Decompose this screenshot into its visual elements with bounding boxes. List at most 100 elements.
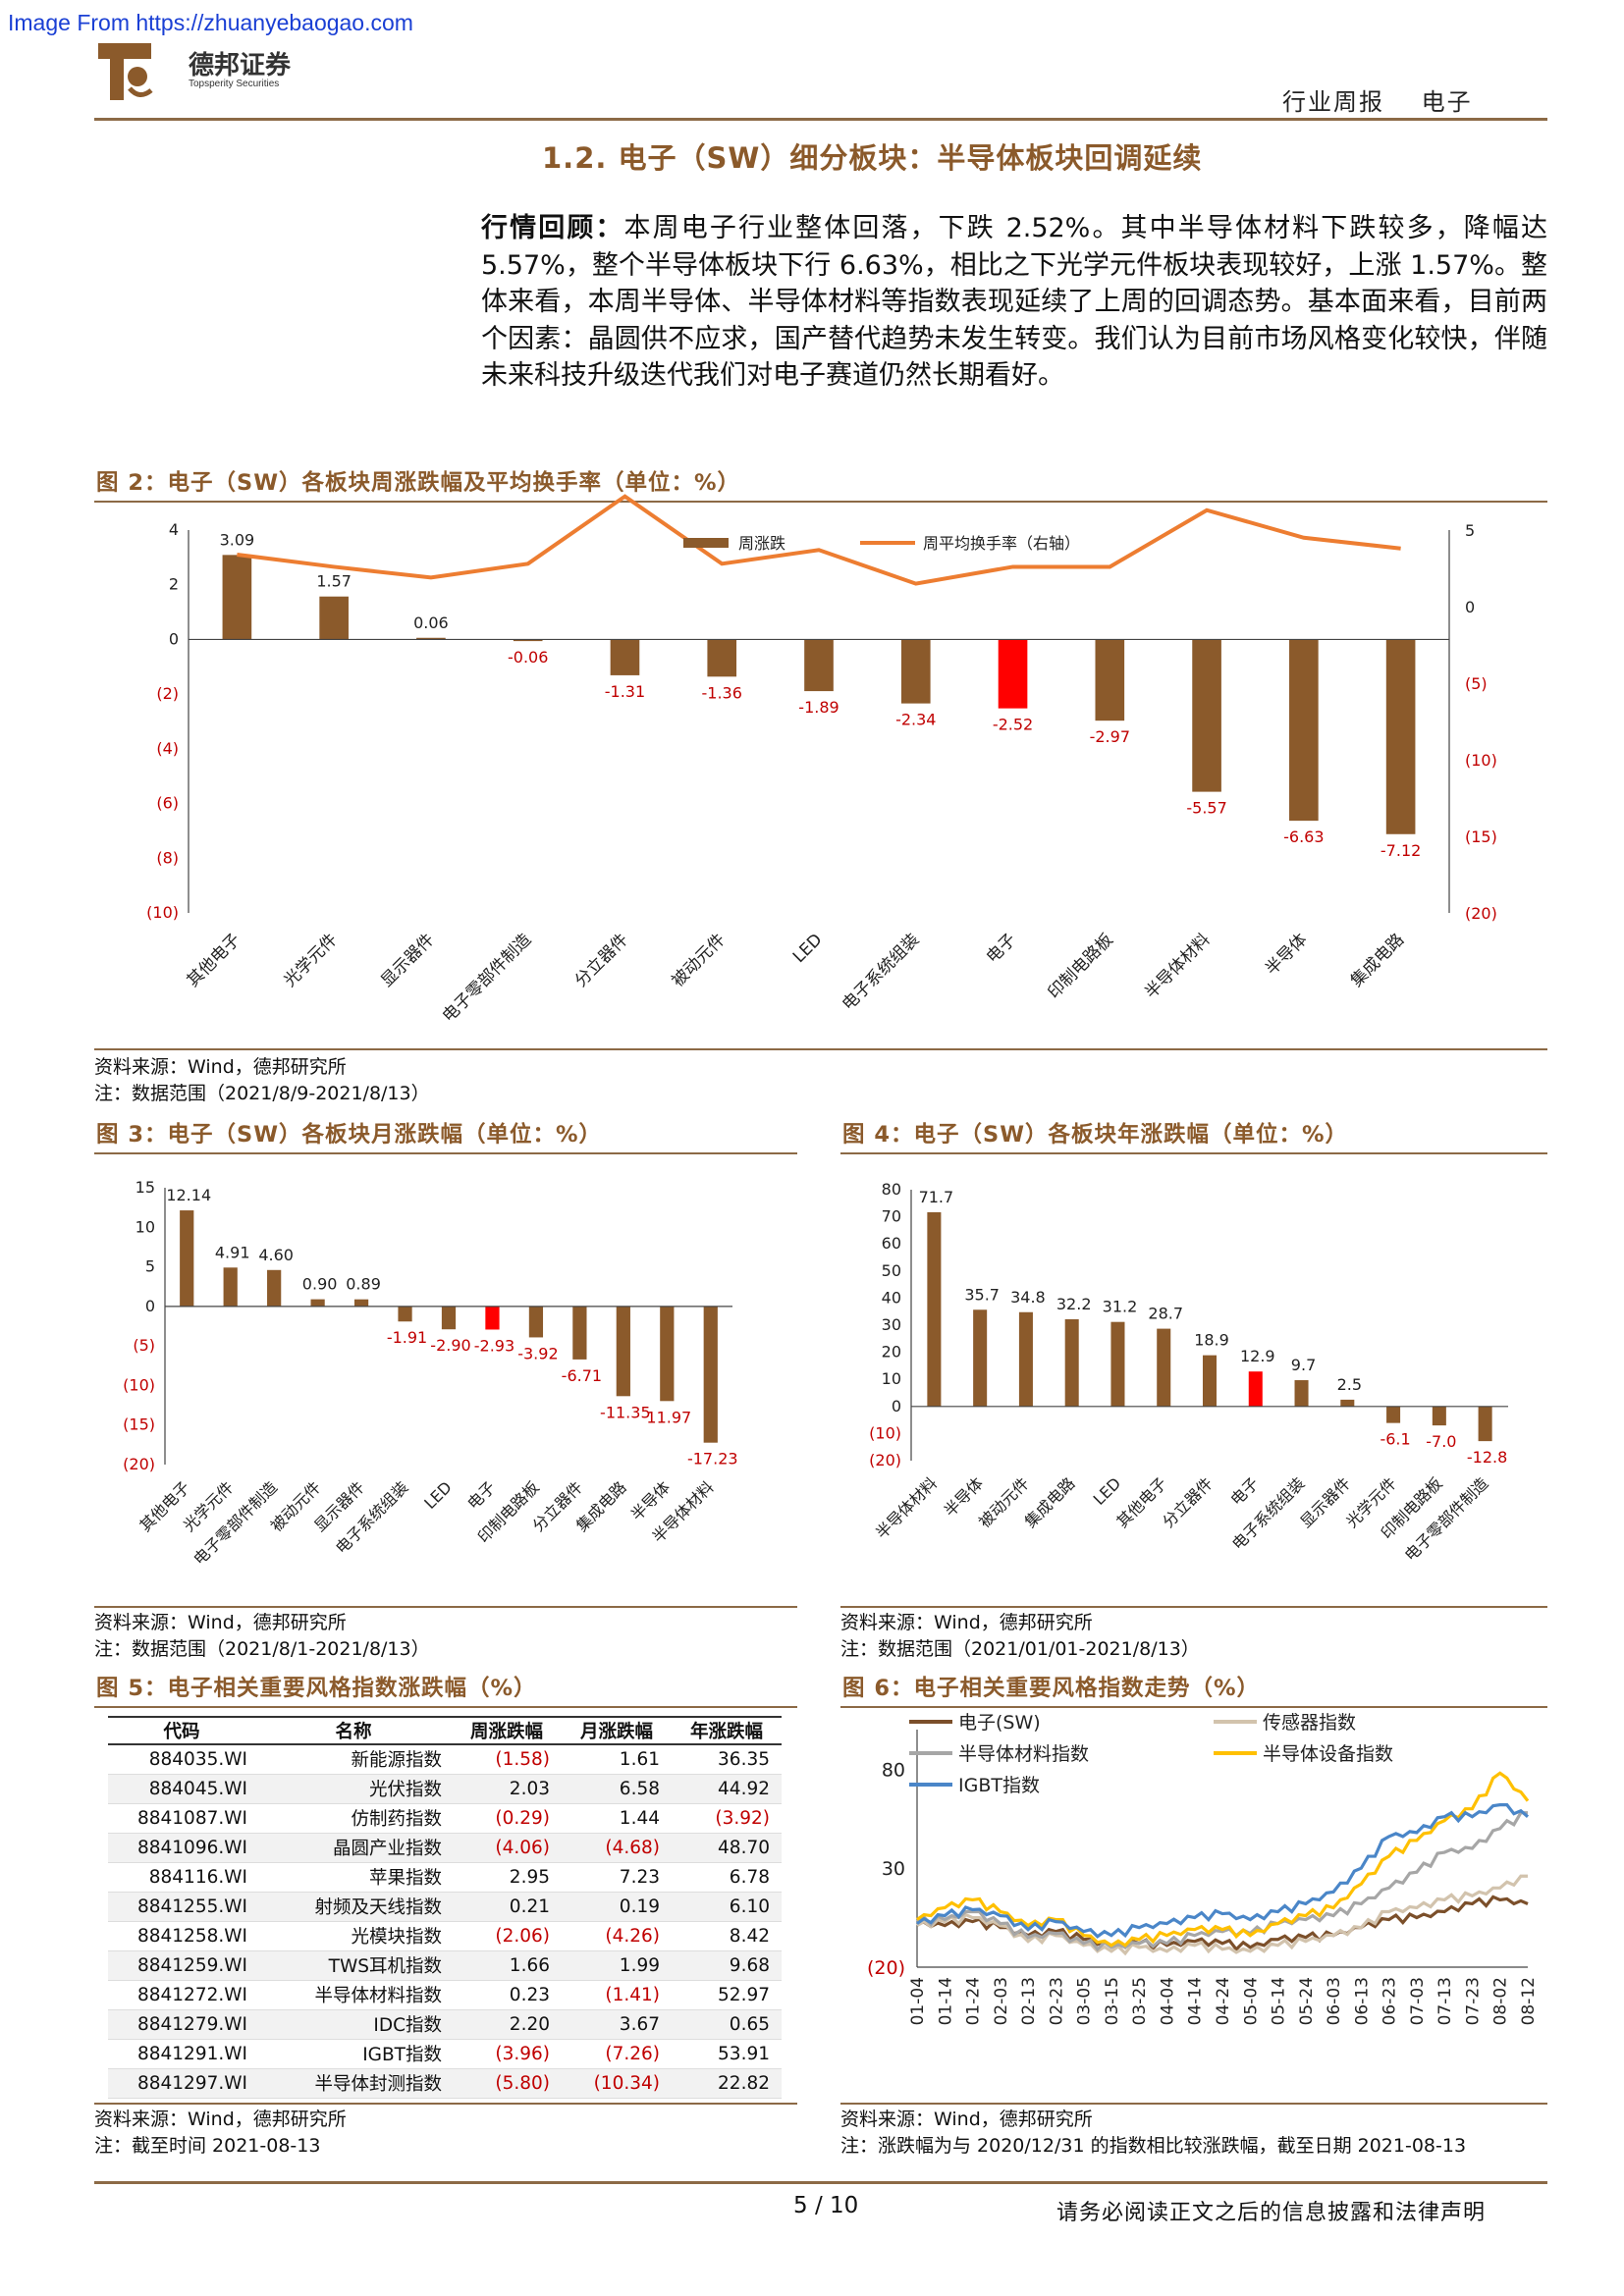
table-row: 8841258.WI 光模块指数 (2.06) (4.26) 8.42	[108, 1921, 782, 1951]
bar	[1294, 1380, 1309, 1407]
y-tick-label: (2)	[156, 684, 179, 703]
intro-lead: 行情回顾：	[481, 213, 624, 243]
fig3-svg: 151050(5)(10)(15)(20)12.14其他电子4.91光学元件4.…	[123, 1178, 737, 1569]
x-tick-label: 06-13	[1352, 1977, 1372, 2025]
y-tick-label: 30	[882, 1315, 901, 1334]
x-category-label: LED	[420, 1477, 456, 1513]
intro-paragraph: 行情回顾：本周电子行业整体回落，下跌 2.52%。其中半导体材料下跌较多，降幅达…	[481, 210, 1547, 395]
bar-value-label: -11.35	[600, 1403, 651, 1421]
cell-code: 884035.WI	[108, 1744, 255, 1775]
bar	[485, 1306, 500, 1330]
table-header-code: 代码	[108, 1716, 255, 1745]
x-category-label: 电子	[983, 930, 1020, 967]
bar	[1018, 1311, 1033, 1407]
series-line	[916, 1803, 1530, 1939]
x-tick-label: 05-24	[1297, 1977, 1317, 2025]
cell-year: 6.10	[672, 1892, 782, 1922]
cell-month: (10.34)	[562, 2068, 672, 2099]
x-tick-label: 07-03	[1408, 1977, 1428, 2025]
fig3-title: 图 3：电子（SW）各板块月涨跌幅（单位：%）	[96, 1122, 603, 1148]
fig3-chart: 15 10 5 0 (5) (10) (15) (20) 12.14 其他电子 4.91 光学元件 4.…	[94, 1156, 797, 1598]
bar	[528, 1306, 544, 1338]
y-tick-label: (8)	[156, 848, 179, 867]
bar	[804, 639, 834, 692]
bar	[441, 1306, 457, 1330]
bar-value-label: 4.60	[258, 1246, 294, 1264]
x-tick-label: 08-12	[1519, 1977, 1539, 2025]
footer-disclaimer: 请务必阅读正文之后的信息披露和法律声明	[1056, 2201, 1487, 2225]
y2-tick-label: (10)	[1465, 751, 1497, 770]
x-category-label: 电子零部件制造	[1401, 1473, 1492, 1565]
cell-year: 9.68	[672, 1950, 782, 1981]
bar-value-label: -5.57	[1186, 799, 1226, 818]
fig5-source-text: 资料来源：Wind，德邦研究所	[94, 2109, 347, 2130]
x-category-label: 被动元件	[669, 930, 730, 990]
fig5-top-rule	[94, 1706, 797, 1708]
fig5-bottom-rule	[94, 2103, 797, 2105]
cell-year: 53.91	[672, 2039, 782, 2069]
bar	[310, 1299, 325, 1307]
cell-month: 3.67	[562, 2009, 672, 2040]
fig5-title: 图 5：电子相关重要风格指数涨跌幅（%）	[96, 1676, 537, 1701]
fig4-top-rule	[840, 1152, 1547, 1154]
x-tick-label: 03-05	[1075, 1977, 1095, 2025]
report-header-tags: 行业周报 电子	[1282, 82, 1473, 117]
x-tick-label: 07-23	[1463, 1977, 1483, 2025]
bar-value-label: -1.31	[605, 682, 645, 701]
logo-cn-name: 德邦证券	[189, 51, 292, 80]
bar-value-label: -2.52	[993, 716, 1033, 734]
cell-month: 7.23	[562, 1862, 672, 1893]
y-tick-label: (15)	[123, 1415, 155, 1434]
x-tick-label: 01-14	[936, 1977, 955, 2025]
cell-month: 1.99	[562, 1950, 672, 1981]
x-category-label: 显示器件	[1296, 1473, 1354, 1531]
fig4-title: 图 4：电子（SW）各板块年涨跌幅（单位：%）	[842, 1122, 1349, 1148]
bar-value-label: -7.12	[1380, 841, 1421, 860]
bar	[998, 639, 1028, 709]
cell-name: 半导体材料指数	[255, 1980, 452, 2010]
cell-code: 8841291.WI	[108, 2039, 255, 2069]
x-tick-label: 01-04	[908, 1977, 928, 2025]
cell-code: 8841272.WI	[108, 1980, 255, 2010]
bar-value-label: -2.93	[474, 1336, 514, 1355]
fig6-note-text: 注：涨跌幅为与 2020/12/31 的指数相比较涨跌幅，截至日期 2021-0…	[840, 2135, 1467, 2157]
cell-week: 2.95	[452, 1862, 562, 1893]
bar-value-label: -2.34	[895, 711, 936, 729]
y-tick-label: 0	[169, 629, 179, 648]
cell-month: (7.26)	[562, 2039, 672, 2069]
cell-name: 射频及天线指数	[255, 1892, 452, 1922]
cell-name: 光模块指数	[255, 1921, 452, 1951]
bar-value-label: -7.0	[1426, 1432, 1456, 1451]
cell-code: 8841259.WI	[108, 1950, 255, 1981]
fig3-note-text: 注：数据范围（2021/8/1-2021/8/13）	[94, 1638, 430, 1660]
cell-code: 8841255.WI	[108, 1892, 255, 1922]
y-tick-label: 10	[135, 1217, 155, 1236]
cell-name: TWS耳机指数	[255, 1950, 452, 1981]
cell-code: 8841087.WI	[108, 1803, 255, 1834]
cell-month: (4.68)	[562, 1833, 672, 1863]
cell-week: (3.96)	[452, 2039, 562, 2069]
index-table: 代码 名称 周涨跌幅 月涨跌幅 年涨跌幅 884035.WI 新能源指数 (1.58…	[108, 1716, 782, 2099]
logo-en-name: Topsperity Securities	[189, 79, 280, 89]
y-tick-label: 70	[882, 1207, 901, 1226]
y-tick-label: (10)	[146, 903, 179, 922]
bar	[927, 1211, 942, 1407]
cell-year: 48.70	[672, 1833, 782, 1863]
cell-code: 8841096.WI	[108, 1833, 255, 1863]
y-tick-label: (20)	[869, 1451, 901, 1469]
x-category-label: 电子系统组装	[839, 930, 923, 1014]
bar-value-label: 34.8	[1010, 1288, 1046, 1307]
x-tick-label: 04-04	[1158, 1977, 1177, 2025]
bar	[1248, 1371, 1263, 1407]
y-tick-label: 4	[169, 520, 179, 539]
intro-text: 本周电子行业整体回落，下跌 2.52%。其中半导体材料下跌较多，降幅达 5.57…	[481, 213, 1548, 391]
table-body: 884035.WI 新能源指数 (1.58) 1.61 36.35 884045.WI 光伏…	[108, 1744, 782, 2099]
bar-value-label: -3.92	[517, 1344, 558, 1362]
cell-week: 1.66	[452, 1950, 562, 1981]
y2-tick-label: 0	[1465, 598, 1475, 616]
x-tick-label: 02-13	[1019, 1977, 1039, 2025]
cell-name: IGBT指数	[255, 2039, 452, 2069]
bar	[610, 639, 640, 675]
bar	[660, 1306, 675, 1402]
cell-name: 晶圆产业指数	[255, 1833, 452, 1863]
